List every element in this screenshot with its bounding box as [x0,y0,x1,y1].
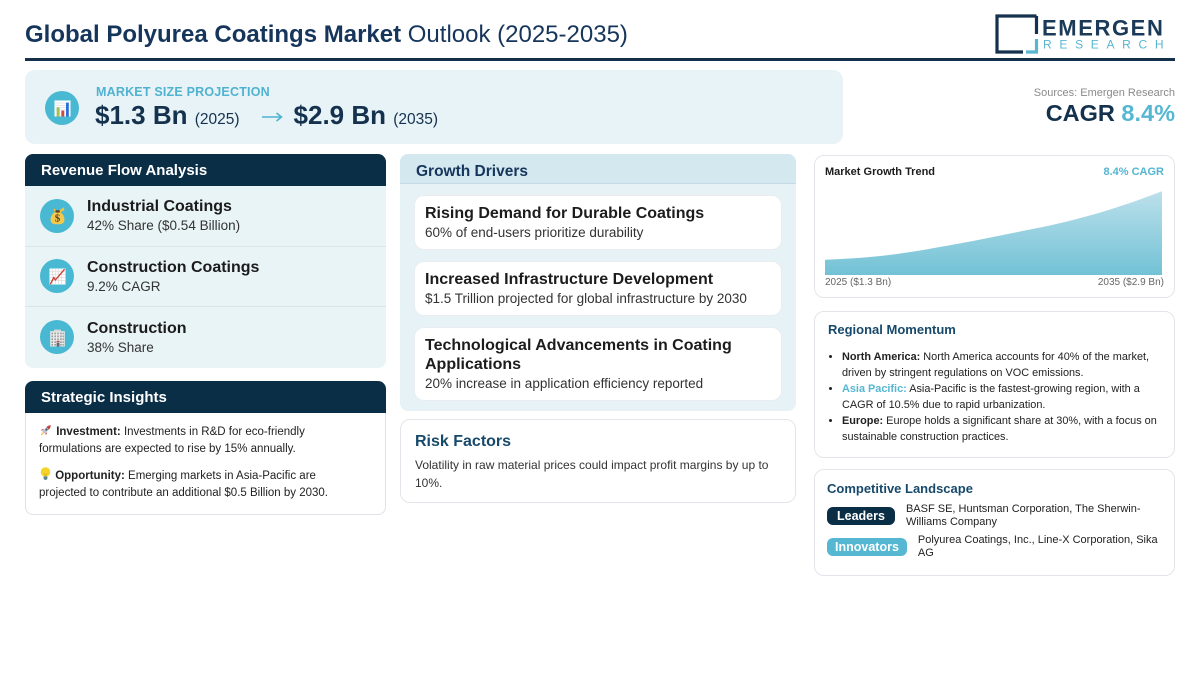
svg-text:RESEARCH: RESEARCH [1043,38,1171,52]
svg-text:EMERGEN: EMERGEN [1042,16,1164,41]
svg-text:$: $ [54,213,60,225]
